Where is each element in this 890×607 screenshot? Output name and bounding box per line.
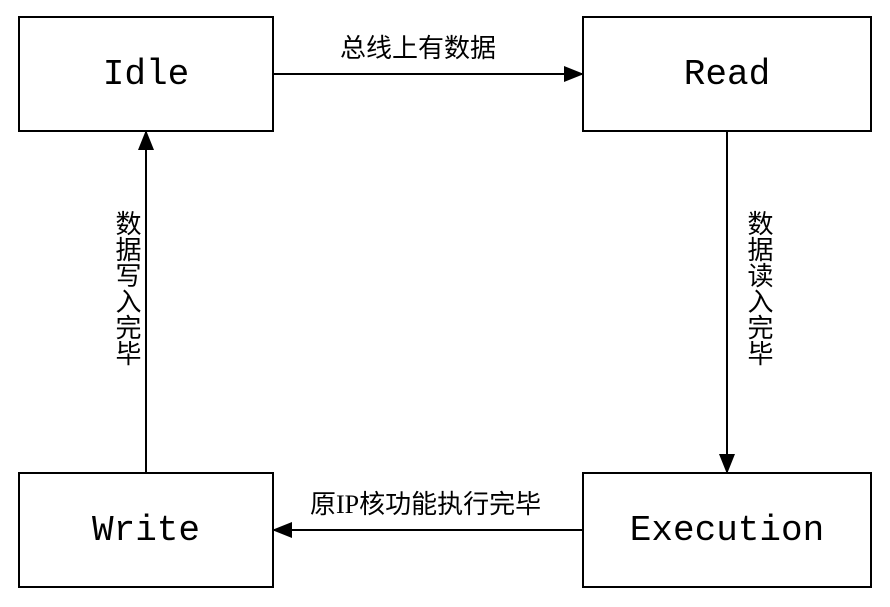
- edge-idle-read-label: 总线上有数据: [340, 28, 496, 65]
- state-diagram: Idle Read Execution Write 总线上有数据 数据读入完毕 …: [0, 0, 890, 607]
- node-read: Read: [582, 16, 872, 132]
- node-idle-label: Idle: [103, 54, 189, 95]
- node-write-label: Write: [92, 510, 200, 551]
- node-write: Write: [18, 472, 274, 588]
- edge-execution-write-label: 原IP核功能执行完毕: [310, 484, 541, 521]
- edge-write-idle-label: 数据写入完毕: [108, 210, 145, 366]
- node-execution: Execution: [582, 472, 872, 588]
- node-read-label: Read: [684, 54, 770, 95]
- node-execution-label: Execution: [630, 510, 824, 551]
- node-idle: Idle: [18, 16, 274, 132]
- edge-read-execution-label: 数据读入完毕: [740, 210, 777, 366]
